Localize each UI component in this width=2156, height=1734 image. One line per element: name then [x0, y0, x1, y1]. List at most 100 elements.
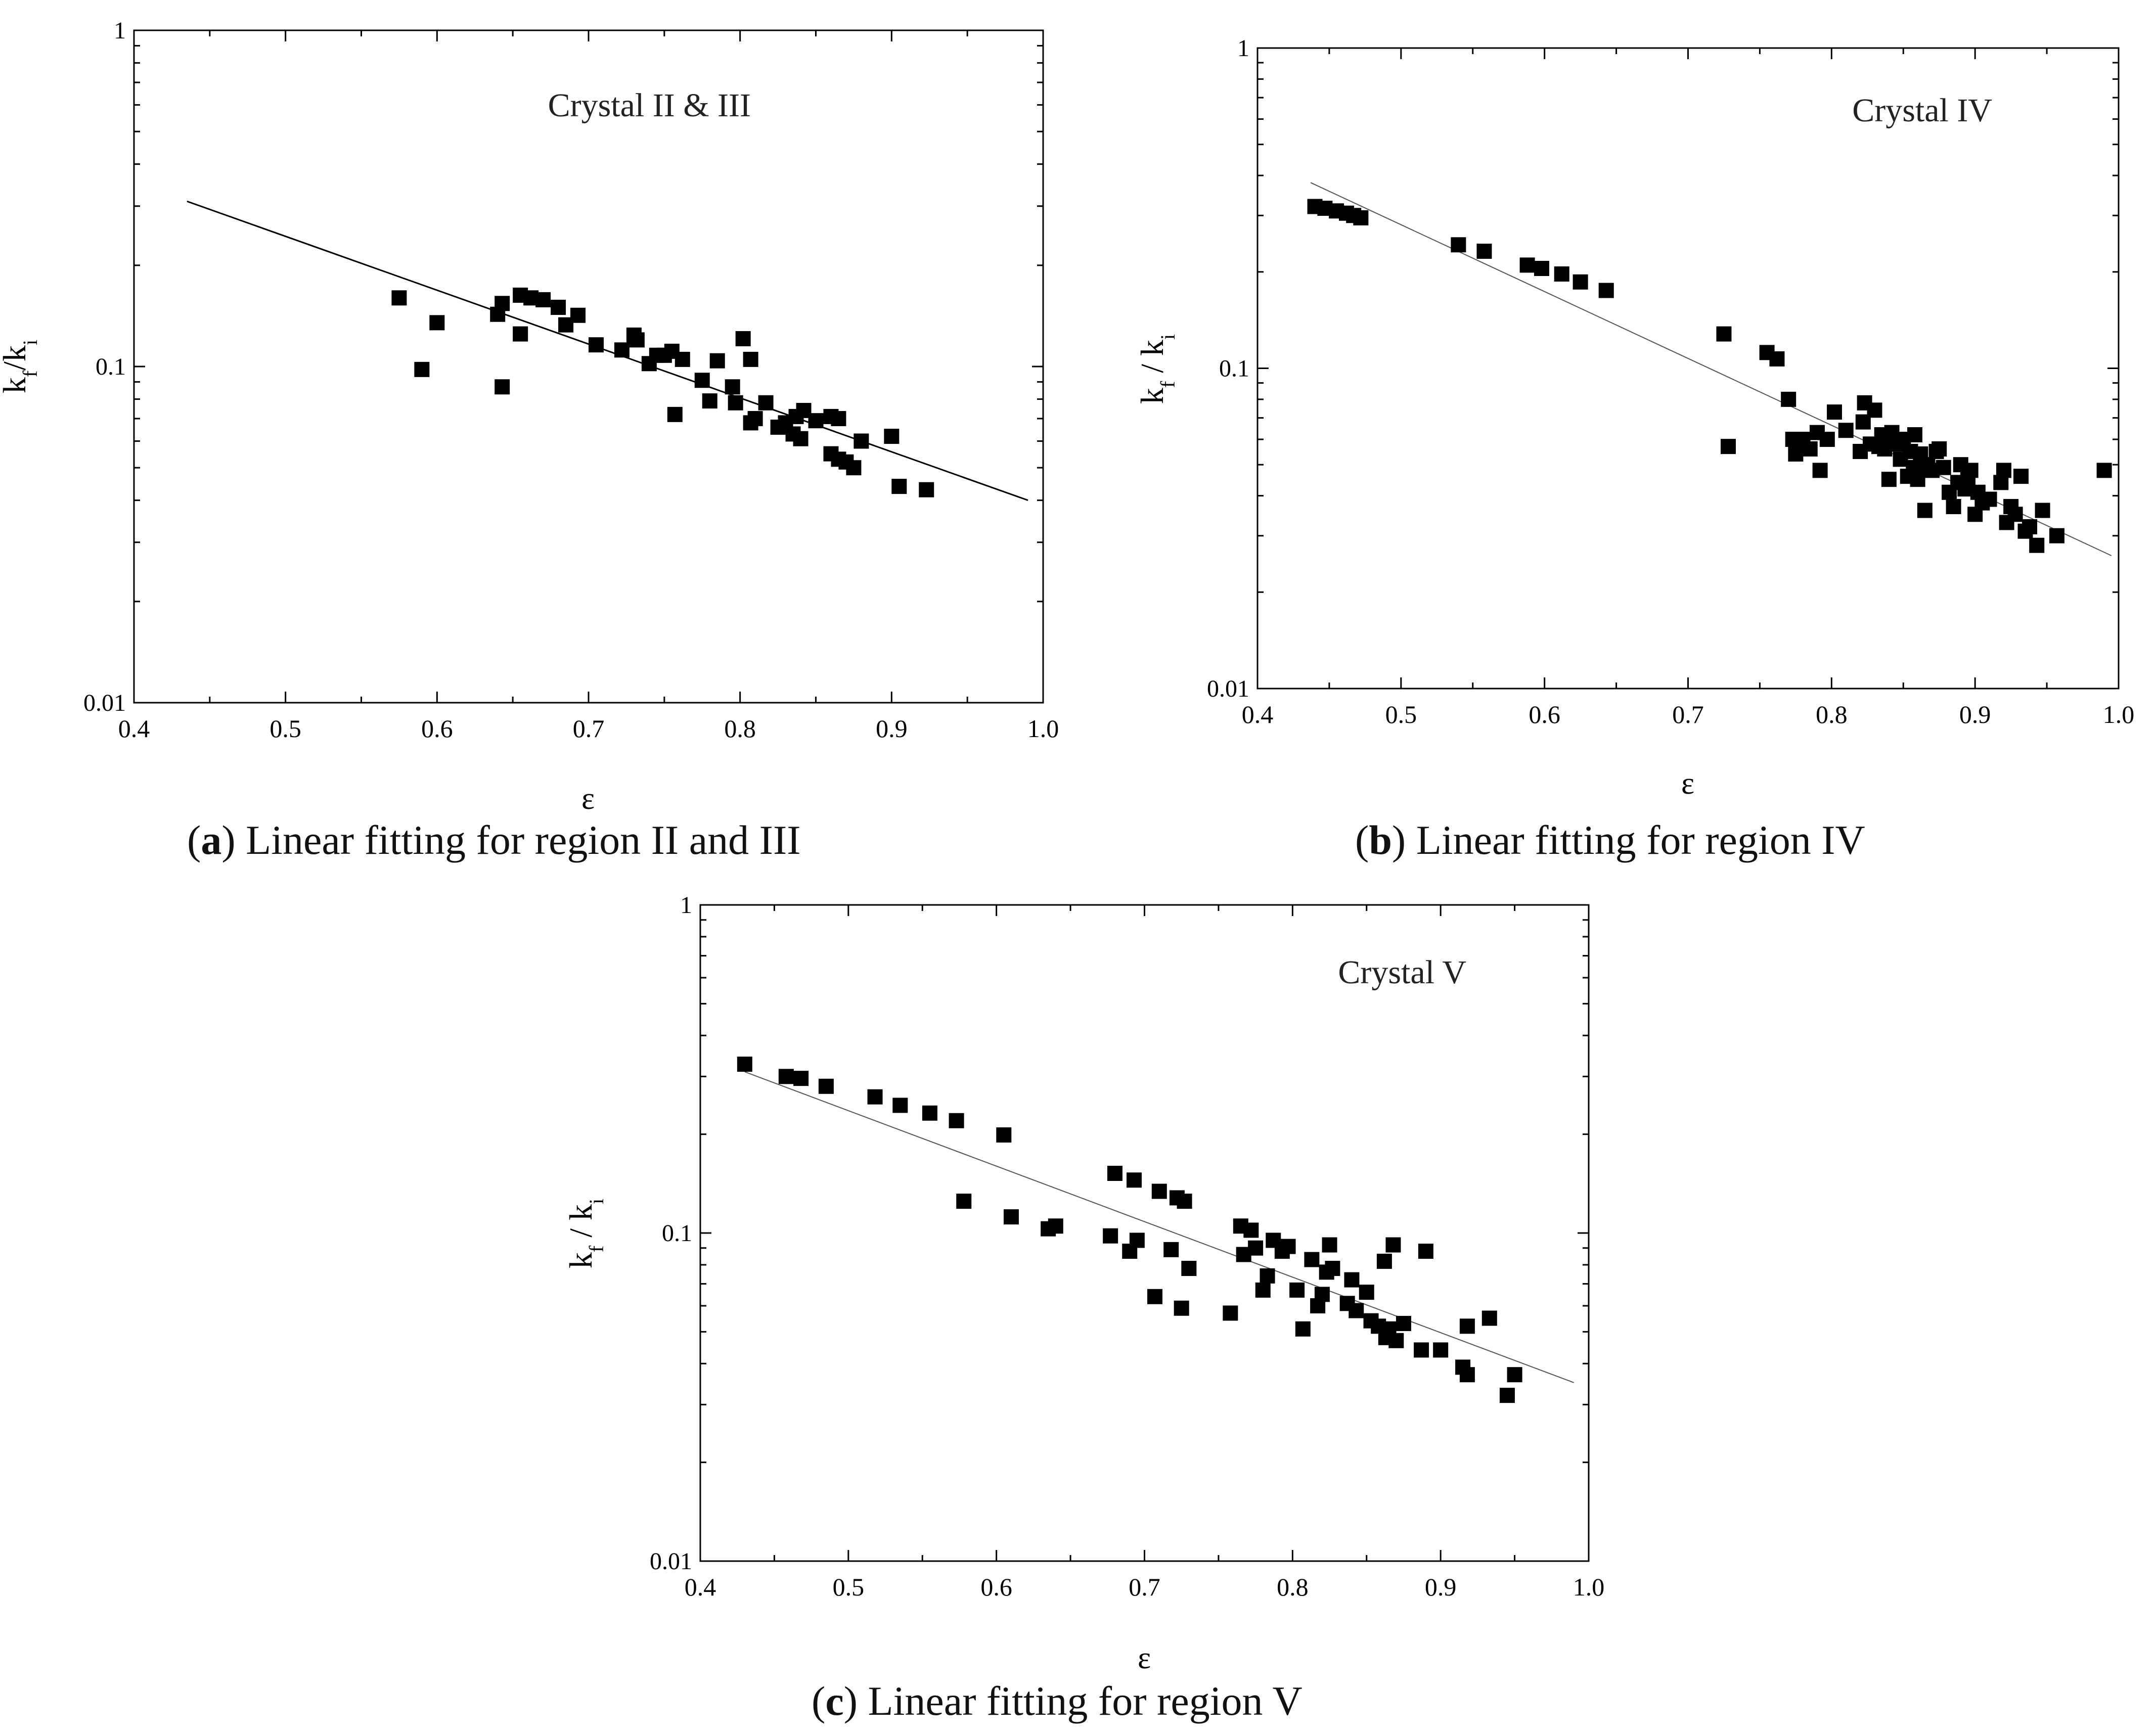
- caption-b-text: Linear fitting for region IV: [1416, 817, 1865, 863]
- data-point: [1048, 1218, 1063, 1234]
- y-tick-label: 1: [1237, 35, 1249, 62]
- y-axis-label: kf/ki: [0, 340, 41, 393]
- data-point: [854, 433, 869, 449]
- chart-a: 0.4 0.5 0.6 0.7 0.8 0.9 1.0 0.01 0.1 1 Crystal II …: [0, 17, 1059, 816]
- y-axis-label-main: k: [1134, 388, 1170, 404]
- data-point: [1151, 1183, 1167, 1199]
- data-point: [1936, 460, 1951, 475]
- data-point: [1781, 391, 1796, 407]
- data-point: [495, 296, 510, 311]
- x-tick-label: 0.7: [1672, 700, 1704, 728]
- data-point: [2035, 503, 2050, 518]
- data-point: [831, 411, 846, 427]
- data-point: [1481, 1310, 1497, 1326]
- data-point: [495, 379, 510, 395]
- data-point: [2013, 469, 2029, 484]
- data-point: [1499, 1388, 1515, 1403]
- data-point: [1376, 1253, 1392, 1269]
- data-point: [884, 429, 900, 444]
- data-point: [1507, 1367, 1522, 1383]
- data-point: [702, 393, 717, 409]
- caption-c-text: Linear fitting for region V: [868, 1678, 1302, 1724]
- data-point: [922, 1105, 937, 1121]
- data-point: [758, 395, 774, 410]
- data-point: [1418, 1244, 1433, 1259]
- data-point: [1802, 441, 1818, 457]
- x-tick-label: 0.8: [724, 714, 756, 743]
- y-axis-label-main: k: [0, 377, 32, 393]
- x-tick-label: 0.9: [1425, 1573, 1457, 1601]
- data-point: [1554, 266, 1569, 282]
- y-tick-label: 1: [680, 892, 692, 919]
- x-tick-label: 0.5: [833, 1573, 865, 1601]
- data-point: [1322, 1237, 1337, 1253]
- data-point: [1181, 1261, 1197, 1276]
- data-point: [846, 460, 862, 476]
- data-point: [1147, 1289, 1162, 1304]
- data-point: [1388, 1333, 1404, 1348]
- x-tick-label: 0.7: [1129, 1573, 1160, 1601]
- plot-frame: [1256, 47, 2120, 690]
- y-axis-label-sub: f: [1156, 381, 1179, 388]
- x-tick-label: 0.5: [1385, 700, 1417, 728]
- caption-a-text: Linear fitting for region II and III: [246, 817, 801, 863]
- y-axis-label-sub: i: [1156, 334, 1179, 340]
- x-tick-label: 1.0: [2103, 700, 2135, 728]
- data-point: [1174, 1300, 1189, 1316]
- y-tick-label: 0.01: [650, 1548, 692, 1575]
- data-point: [570, 307, 586, 323]
- x-tick-label: 0.9: [876, 714, 908, 743]
- chart-title: Crystal IV: [1852, 92, 1992, 129]
- plot-frame: [133, 29, 1044, 704]
- data-point: [2022, 519, 2038, 534]
- data-point: [808, 413, 824, 429]
- x-axis-label: ε: [1681, 766, 1694, 801]
- data-point: [1812, 463, 1828, 478]
- y-axis-label: kf / ki: [1134, 334, 1179, 404]
- data-point: [675, 351, 690, 367]
- data-point: [1289, 1282, 1305, 1298]
- x-tick-label: 0.8: [1277, 1573, 1309, 1601]
- data-point: [1304, 1252, 1320, 1267]
- caption-a-letter: a: [201, 817, 222, 863]
- data-point: [1459, 1318, 1475, 1334]
- data-point: [1451, 237, 1466, 253]
- data-point: [535, 292, 551, 307]
- chart-b: 0.4 0.5 0.6 0.7 0.8 0.9 1.0 0.01 0.1 1 Crystal IV ε…: [1134, 35, 2134, 801]
- data-point: [1963, 463, 1979, 478]
- data-point: [1881, 472, 1897, 487]
- data-point: [728, 395, 743, 410]
- data-point: [1314, 1287, 1330, 1302]
- y-tick-label: 0.1: [1219, 355, 1249, 382]
- data-point: [1107, 1165, 1122, 1181]
- caption-b: (b) Linear fitting for region IV: [1355, 817, 1865, 863]
- data-point: [1573, 274, 1588, 290]
- data-point: [1177, 1194, 1192, 1209]
- data-point: [737, 1057, 752, 1072]
- y-axis-label-sub: f: [585, 1245, 608, 1252]
- data-point: [709, 353, 725, 369]
- chart-c: 0.4 0.5 0.6 0.7 0.8 0.9 1.0 0.01 0.1 1 Crystal V ε k…: [563, 892, 1604, 1675]
- data-point: [1127, 1172, 1142, 1188]
- data-point: [629, 332, 645, 348]
- data-point: [1433, 1342, 1449, 1358]
- data-point: [1385, 1237, 1401, 1253]
- x-axis-label: ε: [581, 782, 595, 816]
- data-point: [1827, 404, 1843, 420]
- y-tick-label: 0.1: [96, 353, 126, 380]
- y-axis-label: kf / ki: [563, 1199, 608, 1268]
- data-point: [1295, 1321, 1311, 1337]
- y-axis-label-sub: i: [19, 340, 41, 345]
- caption-b-letter: b: [1369, 817, 1392, 863]
- caption-c-letter: c: [825, 1678, 844, 1724]
- data-point: [2029, 537, 2045, 553]
- data-point: [1519, 257, 1535, 273]
- data-point: [1459, 1367, 1475, 1383]
- data-point: [956, 1194, 972, 1209]
- data-point: [743, 351, 758, 367]
- caption-a: (a) Linear fitting for region II and III: [187, 817, 801, 863]
- data-point: [949, 1113, 964, 1128]
- x-tick-label: 0.4: [685, 1573, 716, 1601]
- data-point: [513, 326, 528, 342]
